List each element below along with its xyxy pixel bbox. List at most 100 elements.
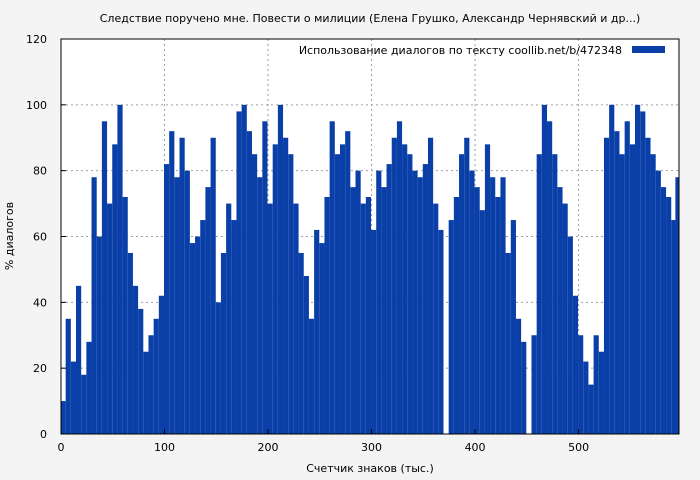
bar [288, 154, 294, 435]
bar [298, 252, 304, 434]
bar [241, 104, 247, 434]
bar [567, 236, 573, 434]
bar [308, 318, 315, 434]
y-tick-label: 120 [26, 33, 47, 46]
bar [164, 164, 170, 435]
bar [557, 187, 563, 434]
bar [666, 197, 672, 434]
bar [603, 137, 610, 434]
bar [303, 276, 309, 434]
bar [510, 220, 516, 434]
bar [360, 203, 366, 434]
bar [531, 335, 537, 434]
bar [267, 203, 273, 434]
bar [117, 104, 123, 434]
bar [650, 154, 656, 435]
bar [381, 187, 387, 434]
bar [251, 154, 258, 435]
bar [132, 285, 139, 434]
bar [277, 104, 284, 434]
bar [122, 197, 128, 434]
bar [572, 295, 579, 434]
y-tick-label: 0 [40, 428, 47, 441]
bar [417, 177, 423, 434]
bar [127, 252, 133, 434]
bar [474, 187, 480, 434]
bar [153, 318, 159, 434]
bar [345, 131, 351, 434]
bar [464, 137, 470, 434]
bar [226, 203, 232, 434]
x-tick-label: 500 [568, 441, 589, 454]
y-axis-label: % диалогов [3, 202, 16, 270]
chart-title: Следствие поручено мне. Повести о милици… [100, 12, 641, 25]
bars-series-0 [61, 104, 679, 435]
x-tick-label: 200 [258, 441, 279, 454]
bar [184, 170, 190, 434]
bar [314, 229, 320, 434]
bar [500, 177, 506, 434]
bar [169, 131, 175, 434]
bar [459, 154, 465, 435]
y-tick-label: 80 [33, 165, 47, 178]
y-tick-label: 40 [33, 296, 47, 309]
bar [438, 229, 444, 434]
bar [334, 154, 340, 435]
bar [76, 285, 82, 434]
bar [671, 220, 677, 434]
bar [205, 187, 211, 434]
bar [433, 203, 439, 434]
bar [371, 229, 377, 434]
bar [112, 144, 118, 435]
bar [505, 252, 511, 434]
bar [96, 236, 102, 434]
bar [598, 351, 604, 434]
bar [593, 335, 599, 434]
bar [61, 401, 66, 434]
bar [262, 121, 268, 435]
bar [629, 144, 636, 435]
bar [386, 164, 392, 435]
x-axis-label: Счетчик знаков (тыс.) [306, 462, 434, 475]
bar [448, 220, 454, 434]
bar [624, 121, 630, 435]
axis-ticks: 0 100 200 300 400 500 0 20 40 60 80 100 120 [26, 33, 589, 454]
bar [365, 197, 372, 434]
bar [391, 137, 397, 434]
bar [220, 252, 227, 434]
bar [65, 318, 71, 434]
bar [355, 170, 361, 434]
bar [70, 361, 77, 434]
bar [484, 144, 491, 435]
bar [376, 170, 382, 434]
bar [645, 137, 651, 434]
bar [578, 335, 584, 434]
bar [138, 308, 144, 434]
legend-label: Использование диалогов по тексту coollib… [299, 44, 622, 57]
bar [158, 295, 164, 434]
bar [479, 210, 485, 434]
bar [215, 302, 221, 434]
bar [541, 104, 548, 434]
bar [515, 318, 522, 434]
bar [86, 341, 92, 434]
bar [339, 144, 346, 435]
bar [200, 220, 206, 434]
bar [189, 243, 196, 434]
bar [490, 177, 496, 434]
x-tick-label: 300 [361, 441, 382, 454]
bar [257, 177, 263, 434]
y-tick-label: 60 [33, 231, 47, 244]
bar [660, 187, 667, 434]
bar [350, 187, 356, 434]
bar [609, 104, 615, 434]
bar [521, 341, 527, 434]
bar [174, 177, 180, 434]
bar [210, 137, 216, 434]
bar [469, 170, 475, 434]
bar [81, 374, 87, 434]
bar [231, 220, 237, 434]
bar [283, 137, 289, 434]
